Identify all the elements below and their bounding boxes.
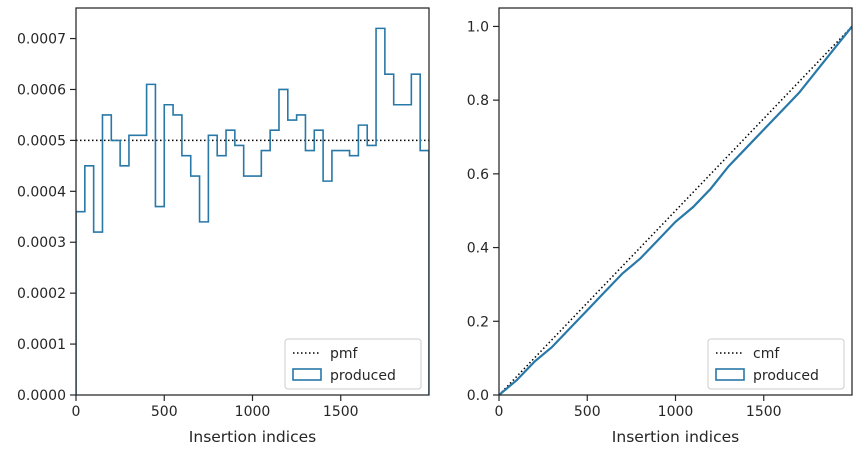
histogram-bin [217,156,226,395]
y-tick-label: 0.2 [467,314,489,330]
histogram-bin [85,166,94,395]
y-tick-label: 0.0001 [17,337,66,353]
histogram-bin [253,176,262,395]
y-tick-label: 0.0004 [17,184,66,200]
cumulative-chart: 0 500 1000 1500 0.0 0.2 0.4 0.6 0.8 1.0 Insertion … [467,8,852,446]
histogram-bin [111,140,120,395]
plot-frame [499,8,852,395]
histogram-chart: 0 500 1000 1500 0.0000 0.0001 0.0002 0.0003 0.00… [17,8,429,446]
histogram-bin [120,166,129,395]
y-tick-label: 0.0 [467,388,489,404]
histogram-bin [129,135,138,395]
legend-label: produced [753,368,819,384]
histogram-bin [200,222,209,395]
histogram-bin [94,232,103,395]
histogram-bin [182,156,191,395]
y-tick-label: 0.0002 [17,286,66,302]
histogram-bin [155,207,164,395]
y-tick-label: 0.0006 [17,82,66,98]
y-tick-label: 0.0005 [17,133,66,149]
x-tick-label: 1000 [658,404,694,420]
histogram-bin [270,130,279,395]
x-axis-label: Insertion indices [612,428,739,446]
legend-label: cmf [753,346,780,362]
histogram-bin [76,212,85,395]
histogram-bin [261,151,270,395]
legend: cmf produced [708,339,844,389]
histogram-bin [173,115,182,395]
x-tick-label: 1000 [235,404,271,420]
histogram-bin [147,84,156,395]
legend: pmf produced [285,339,421,389]
y-tick-label: 0.4 [467,241,489,257]
histogram-bin [102,115,111,395]
histogram-bin [226,130,235,395]
y-tick-label: 0.0007 [17,32,66,48]
x-tick-label: 1500 [323,404,359,420]
histogram-bin [235,145,244,395]
histogram-bin [138,135,147,395]
y-tick-label: 0.8 [467,93,489,109]
legend-label: produced [330,368,396,384]
legend-label: pmf [330,346,359,362]
x-axis-label: Insertion indices [189,428,316,446]
y-tick-label: 1.0 [467,19,489,35]
x-tick-label: 500 [151,404,178,420]
y-tick-label: 0.0003 [17,235,66,251]
y-tick-label: 0.0000 [17,388,66,404]
x-tick-label: 1500 [746,404,782,420]
histogram-bin [191,176,200,395]
histogram-bin [244,176,253,395]
x-tick-label: 0 [495,404,504,420]
x-tick-label: 500 [574,404,601,420]
histogram-bin [164,105,173,395]
y-tick-label: 0.6 [467,167,489,183]
histogram-bin [208,135,217,395]
x-tick-label: 0 [72,404,81,420]
